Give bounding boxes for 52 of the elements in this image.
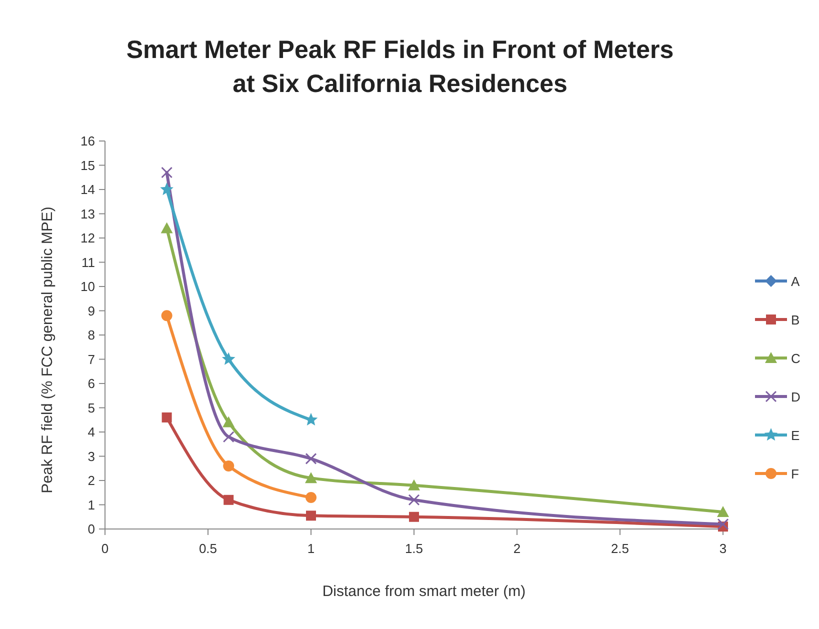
y-axis-title: Peak RF field (% FCC general public MPE) bbox=[39, 206, 56, 494]
point bbox=[161, 166, 173, 178]
y-tick-label: 2 bbox=[88, 473, 95, 488]
legend-label: E bbox=[791, 428, 800, 443]
point bbox=[305, 452, 317, 464]
x-tick-label: 0.5 bbox=[198, 541, 218, 556]
y-tick-label: 12 bbox=[80, 230, 95, 246]
chart-title: Smart Meter Peak RF Fields in Front of Meters at Six California Residences bbox=[126, 36, 674, 98]
y-tick-label: 10 bbox=[80, 279, 95, 294]
point bbox=[224, 494, 234, 505]
legend-label: C bbox=[791, 351, 800, 366]
point bbox=[409, 512, 419, 522]
y-tick-label: 15 bbox=[80, 158, 95, 173]
y-tick-label: 4 bbox=[88, 424, 95, 440]
x-tick-label: 1 bbox=[307, 541, 315, 556]
point bbox=[306, 510, 316, 521]
y-tick-label: 1 bbox=[88, 497, 95, 512]
y-tick-label: 8 bbox=[88, 328, 95, 342]
y-tick-label: 13 bbox=[80, 206, 95, 222]
point bbox=[161, 310, 172, 322]
y-tick-label: 9 bbox=[88, 303, 95, 318]
y-tick-label: 7 bbox=[88, 352, 95, 367]
y-tick-label: 16 bbox=[80, 134, 95, 148]
point bbox=[717, 518, 729, 530]
x-tick-label: 2.5 bbox=[610, 541, 630, 556]
y-tick-label: 6 bbox=[88, 376, 95, 391]
point bbox=[222, 431, 234, 443]
point bbox=[717, 506, 729, 518]
y-tick-label: 0 bbox=[88, 522, 95, 536]
legend-label: D bbox=[791, 390, 800, 404]
point bbox=[160, 182, 174, 196]
legend-label: A bbox=[791, 274, 800, 289]
x-tick-label: 1.5 bbox=[404, 541, 424, 556]
x-axis-title: Distance from smart meter (m) bbox=[322, 583, 526, 600]
x-tick-label: 2 bbox=[513, 541, 521, 556]
point bbox=[222, 352, 236, 365]
x-tick-label: 3 bbox=[719, 541, 727, 556]
point bbox=[222, 416, 235, 428]
point bbox=[162, 412, 172, 422]
y-tick-label: 3 bbox=[88, 448, 95, 464]
point bbox=[223, 460, 234, 472]
y-tick-label: 11 bbox=[82, 254, 95, 270]
point bbox=[306, 492, 316, 503]
legend-label: F bbox=[791, 466, 799, 482]
legend-label: B bbox=[791, 312, 800, 328]
x-tick-label: 0 bbox=[101, 541, 109, 556]
point bbox=[160, 222, 173, 234]
y-tick-label: 14 bbox=[80, 182, 95, 197]
point bbox=[408, 479, 420, 490]
point bbox=[305, 472, 317, 484]
y-tick-label: 5 bbox=[88, 400, 95, 416]
point bbox=[408, 494, 420, 506]
